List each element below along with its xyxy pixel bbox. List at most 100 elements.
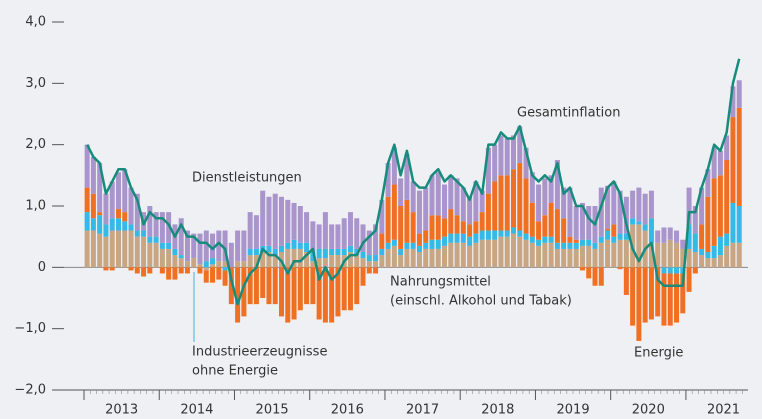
- bar-segment: [680, 267, 686, 274]
- bar-segment: [191, 258, 197, 268]
- bar-segment: [398, 206, 404, 249]
- bar-segment: [680, 239, 686, 249]
- bar-segment: [705, 252, 711, 259]
- bar-segment: [473, 181, 479, 222]
- bar-segment: [122, 212, 128, 222]
- bar-segment: [504, 236, 510, 268]
- y-tick-label: −1,0: [14, 321, 46, 336]
- bar-segment: [648, 190, 654, 219]
- bar-segment: [322, 248, 328, 259]
- bar-segment: [617, 233, 623, 240]
- bar-segment: [699, 187, 705, 225]
- bar-segment: [253, 267, 259, 305]
- bar-segment: [235, 267, 241, 323]
- bar-segment: [636, 267, 642, 341]
- bar-segment: [498, 236, 504, 268]
- bar-segment: [115, 230, 121, 268]
- bar-segment: [504, 230, 510, 237]
- bar-segment: [109, 230, 115, 268]
- bar-segment: [285, 242, 291, 249]
- bar-segment: [485, 193, 491, 231]
- bar-segment: [103, 236, 109, 268]
- bar-segment: [460, 221, 466, 234]
- bar-segment: [542, 215, 548, 237]
- bar-segment: [385, 248, 391, 268]
- bar-segment: [611, 242, 617, 268]
- bar-segment: [636, 221, 642, 225]
- series-label: Industrieerzeugnisse: [192, 345, 327, 360]
- bar-segment: [84, 144, 90, 188]
- bar-segment: [542, 236, 548, 243]
- x-tick-label: 2015: [256, 403, 289, 418]
- bar-segment: [479, 239, 485, 268]
- bar-segment: [134, 267, 140, 274]
- bar-segment: [611, 236, 617, 243]
- bar-segment: [617, 267, 623, 270]
- bar-segment: [579, 267, 585, 271]
- bar-segment: [561, 248, 567, 268]
- bar-segment: [347, 212, 353, 246]
- bar-segment: [561, 218, 567, 243]
- bar-segment: [260, 267, 266, 298]
- bar-segment: [128, 224, 134, 231]
- bar-segment: [661, 273, 667, 326]
- bar-segment: [467, 196, 473, 225]
- bar-segment: [84, 230, 90, 268]
- bar-segment: [517, 126, 523, 164]
- y-tick-label: 2,0: [25, 137, 46, 152]
- bar-segment: [692, 233, 698, 252]
- bar-segment: [536, 221, 542, 240]
- bar-segment: [115, 218, 121, 231]
- bar-segment: [661, 227, 667, 243]
- bar-segment: [498, 135, 504, 176]
- bar-segment: [579, 202, 585, 240]
- bar-segment: [705, 169, 711, 197]
- bar-segment: [360, 252, 366, 259]
- bar-segment: [141, 230, 147, 237]
- bar-segment: [542, 178, 548, 216]
- bar-segment: [335, 267, 341, 317]
- bar-segment: [297, 242, 303, 249]
- bar-segment: [717, 236, 723, 256]
- bar-segment: [241, 267, 247, 317]
- bar-segment: [360, 258, 366, 268]
- bar-segment: [636, 224, 642, 268]
- bar-segment: [329, 224, 335, 249]
- bar-segment: [354, 248, 360, 256]
- bar-segment: [266, 252, 272, 268]
- bar-segment: [128, 187, 134, 225]
- bar-segment: [680, 248, 686, 268]
- bar-segment: [228, 267, 234, 305]
- y-tick-label: 4,0: [25, 15, 46, 30]
- bar-segment: [548, 242, 554, 268]
- bar-segment: [605, 185, 611, 229]
- bar-segment: [611, 181, 617, 225]
- x-tick-label: 2019: [557, 403, 590, 418]
- bar-segment: [416, 252, 422, 268]
- bar-segment: [360, 224, 366, 252]
- bar-segment: [536, 239, 542, 246]
- bar-segment: [429, 175, 435, 216]
- bar-segment: [674, 273, 680, 323]
- bar-segment: [272, 193, 278, 249]
- bar-segment: [736, 242, 742, 268]
- bar-segment: [178, 255, 184, 259]
- bar-segment: [366, 267, 372, 274]
- bar-segment: [561, 242, 567, 249]
- bar-segment: [122, 230, 128, 268]
- bar-segment: [241, 230, 247, 262]
- bar-segment: [567, 236, 573, 243]
- bar-segment: [197, 264, 203, 268]
- bar-segment: [442, 218, 448, 237]
- bar-segment: [416, 245, 422, 252]
- bar-segment: [310, 267, 316, 305]
- bar-segment: [605, 228, 611, 231]
- bar-segment: [122, 221, 128, 231]
- line: [86, 58, 741, 306]
- bar-segment: [717, 175, 723, 237]
- bar-segment: [316, 248, 322, 259]
- bar-segment: [736, 107, 742, 206]
- bar-segment: [667, 273, 673, 326]
- bar-segment: [717, 150, 723, 176]
- bar-segment: [592, 242, 598, 249]
